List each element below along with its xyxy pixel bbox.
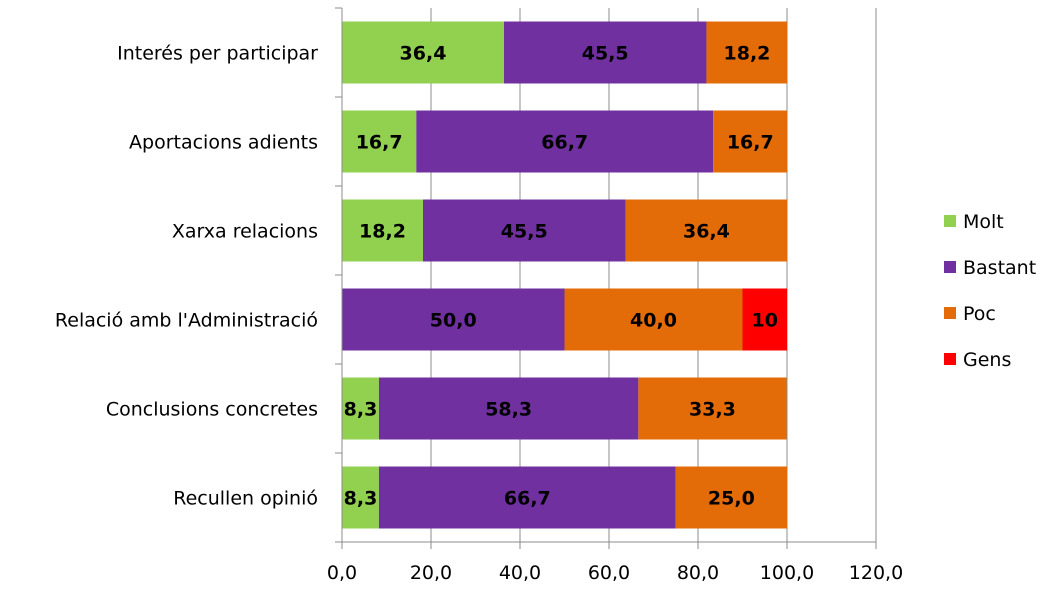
data-label-molt-recullen-opinio: 8,3 [344,488,378,510]
bar-molt-conclusions-concretes [342,377,379,440]
data-label-bastant-recullen-opinio: 66,7 [504,488,551,510]
bar-bastant-recullen-opinio [378,466,676,529]
bar-bastant-aportacions-adients [416,110,714,173]
data-label-bastant-relacio-amb-l-administracio: 50,0 [430,310,477,332]
data-label-bastant-interes-per-participar: 45,5 [582,43,629,65]
bars: 36,4 45,5 18,2 16,7 66,7 16,7 18,2 45,5 36,4 50,0… [342,21,788,529]
bar-poc-xarxa-relacions [625,199,788,262]
bar-bastant-conclusions-concretes [378,377,639,440]
legend-label-poc: Poc [963,303,996,325]
category-label-recullen-opinio: Recullen opinió [173,488,318,510]
bar-molt-recullen-opinio [342,466,379,529]
legend: Molt Bastant Poc Gens [944,211,1036,371]
x-tick-label-5: 100,0 [760,562,814,584]
data-label-poc-xarxa-relacions: 36,4 [683,221,730,243]
data-label-poc-conclusions-concretes: 33,3 [689,399,736,421]
x-tick-label-4: 80,0 [677,562,719,584]
bar-bastant-xarxa-relacions [422,199,626,262]
legend-label-bastant: Bastant [963,257,1036,279]
bar-gens-relacio-amb-l-administracio [742,288,787,351]
data-label-molt-xarxa-relacions: 18,2 [359,221,406,243]
bar-poc-interes-per-participar [706,21,788,84]
legend-swatch-bastant [944,261,956,273]
data-label-molt-conclusions-concretes: 8,3 [344,399,378,421]
x-tick-label-6: 120,0 [849,562,903,584]
bar-poc-conclusions-concretes [638,377,787,440]
data-label-molt-interes-per-participar: 36,4 [400,43,447,65]
bar-poc-recullen-opinio [675,466,787,529]
category-label-interes-per-participar: Interés per participar [117,43,318,65]
gridlines [430,8,877,542]
data-label-poc-relacio-amb-l-administracio: 40,0 [630,310,677,332]
legend-label-molt: Molt [963,211,1004,233]
category-label-xarxa-relacions: Xarxa relacions [172,221,318,243]
data-label-bastant-aportacions-adients: 66,7 [541,132,588,154]
axes: Interés per participar Aportacions adient… [55,7,903,584]
category-label-aportacions-adients: Aportacions adients [129,132,318,154]
legend-swatch-molt [944,215,956,227]
bar-molt-aportacions-adients [342,110,417,173]
data-label-poc-recullen-opinio: 25,0 [708,488,755,510]
bar-poc-relacio-amb-l-administracio [564,288,743,351]
x-tick-label-2: 40,0 [499,562,541,584]
data-label-molt-aportacions-adients: 16,7 [356,132,403,154]
x-tick-label-0: 0,0 [327,562,357,584]
bar-poc-aportacions-adients [713,110,788,173]
data-label-poc-aportacions-adients: 16,7 [727,132,774,154]
bar-molt-interes-per-participar [342,21,504,84]
data-label-gens-relacio-amb-l-administracio: 10 [752,310,778,332]
legend-swatch-gens [944,353,956,365]
legend-label-gens: Gens [963,349,1011,371]
data-label-bastant-xarxa-relacions: 45,5 [501,221,548,243]
bar-molt-xarxa-relacions [342,199,423,262]
bar-bastant-interes-per-participar [503,21,707,84]
x-tick-label-1: 20,0 [410,562,452,584]
category-label-conclusions-concretes: Conclusions concretes [106,399,318,421]
data-label-bastant-conclusions-concretes: 58,3 [485,399,532,421]
category-label-relacio-amb-l-administracio: Relació amb l'Administració [55,310,318,332]
bar-bastant-relacio-amb-l-administracio [342,288,565,351]
legend-swatch-poc [944,307,956,319]
data-label-poc-interes-per-participar: 18,2 [724,43,771,65]
x-tick-label-3: 60,0 [588,562,630,584]
